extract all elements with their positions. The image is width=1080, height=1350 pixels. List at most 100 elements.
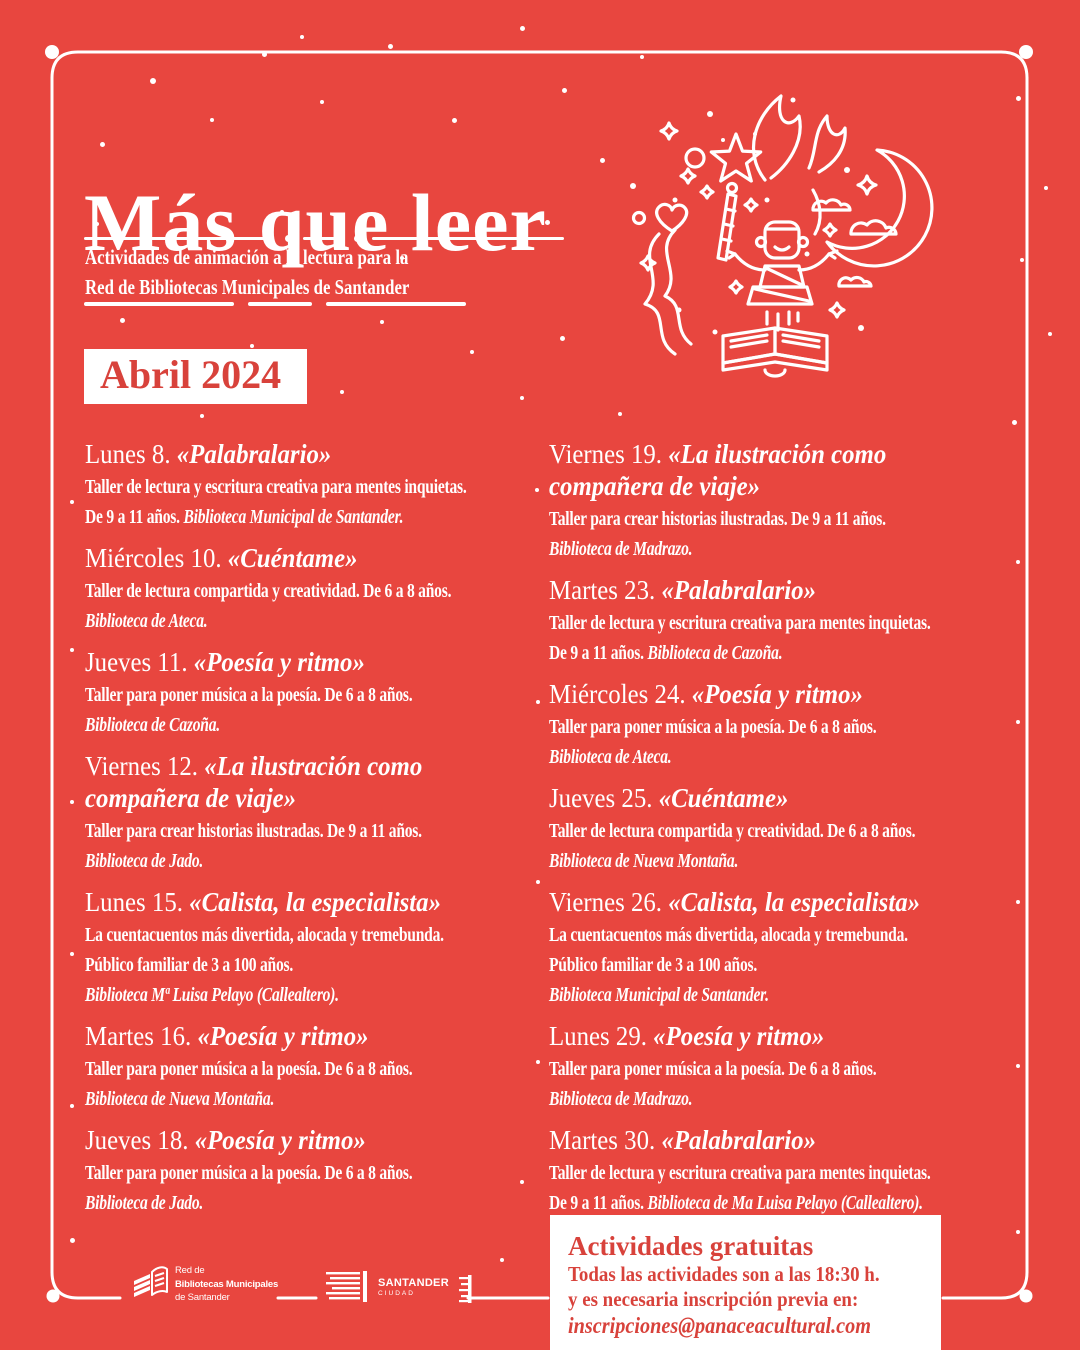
decorative-dot	[536, 1060, 540, 1064]
decorative-dot	[280, 210, 284, 214]
event-item: Martes 16. «Poesía y ritmo» Taller para p…	[85, 1020, 565, 1115]
poster-subtitle: Actividades de animación a la lectura pa…	[85, 242, 409, 302]
event-location: Biblioteca de Cazoña.	[647, 643, 783, 664]
event-title: «Calista, la especialista»	[668, 887, 921, 917]
event-day: Lunes 29.	[549, 1021, 654, 1051]
title-divider	[84, 235, 564, 242]
event-day: Viernes 26.	[549, 887, 669, 917]
decorative-dot	[1012, 420, 1017, 425]
event-location: Biblioteca de Ateca.	[85, 611, 208, 632]
decorative-dot	[70, 952, 74, 956]
decorative-dot	[545, 220, 550, 225]
event-item: Viernes 19. «La ilustración como compañer…	[549, 438, 1029, 565]
event-description-line: Taller para poner música a la poesía. De…	[549, 717, 877, 738]
event-heading: Jueves 25. «Cuéntame»	[549, 782, 991, 814]
decorative-dot	[250, 344, 254, 348]
event-heading: Martes 16. «Poesía y ritmo»	[85, 1020, 527, 1052]
event-item: Viernes 12. «La ilustración como compañer…	[85, 750, 565, 877]
decorative-dot	[400, 256, 404, 260]
event-item: Lunes 29. «Poesía y ritmo» Taller para po…	[549, 1020, 1029, 1115]
santander-flag-icon	[326, 1271, 367, 1302]
event-description-line: Taller de lectura compartida y creativid…	[85, 581, 452, 602]
event-item: Lunes 15. «Calista, la especialista» La c…	[85, 886, 565, 1011]
event-description-line: Taller de lectura y escritura creativa p…	[549, 1163, 931, 1184]
decorative-dot	[380, 320, 384, 324]
decorative-dot	[470, 350, 474, 354]
event-heading: Lunes 8. «Palabralario»	[85, 438, 527, 470]
decorative-dot	[1044, 186, 1048, 190]
event-location: Biblioteca de Nueva Montaña.	[85, 1089, 275, 1110]
decorative-dot	[1016, 900, 1020, 904]
decorative-dot	[1020, 258, 1024, 262]
info-box-title: Actividades gratuitas	[568, 1231, 814, 1261]
event-day: Viernes 19.	[549, 439, 669, 469]
santander-city-logo: SANTANDER CIUDAD	[326, 1271, 473, 1308]
decorative-dot	[420, 204, 424, 208]
decorative-dot	[452, 118, 457, 123]
event-description-line: Biblioteca de Ateca.	[85, 607, 469, 637]
decorative-dot	[1016, 96, 1021, 101]
event-description-line: Biblioteca Mª Luisa Pelayo (Callealtero)…	[85, 981, 469, 1011]
event-title: «Palabralario»	[661, 1125, 817, 1155]
event-location: Biblioteca de Ma Luisa Pelayo (Callealte…	[647, 1193, 923, 1214]
santander-bracket-icon	[458, 1275, 472, 1303]
event-location: Biblioteca Municipal de Santander.	[183, 507, 404, 528]
decorative-dot	[1016, 720, 1020, 724]
event-heading: Miércoles 10. «Cuéntame»	[85, 542, 527, 574]
decorative-dot	[1016, 1064, 1020, 1068]
decorative-dot	[95, 222, 99, 226]
event-title: «Cuéntame»	[658, 783, 789, 813]
decorative-dot	[520, 26, 525, 31]
event-description-line: Taller para poner música a la poesía. De…	[85, 685, 413, 706]
event-description-line: Biblioteca de Madrazo.	[549, 1085, 933, 1115]
decorative-dot	[262, 52, 267, 57]
decorative-dot	[1016, 1230, 1020, 1234]
decorative-dot	[120, 318, 125, 323]
decorative-dot	[70, 500, 74, 504]
event-location: Biblioteca de Madrazo.	[549, 539, 693, 560]
info-box-line: y es necesaria inscripción previa en:	[568, 1287, 859, 1311]
event-heading: Miércoles 24. «Poesía y ritmo»	[549, 678, 991, 710]
event-item: Jueves 25. «Cuéntame» Taller de lectura c…	[549, 782, 1029, 877]
event-title: «Poesía y ritmo»	[197, 1021, 369, 1051]
decorative-dot	[300, 35, 304, 39]
event-heading: Lunes 15. «Calista, la especialista»	[85, 886, 527, 918]
event-heading: Viernes 26. «Calista, la especialista»	[549, 886, 991, 918]
event-day: Martes 16.	[85, 1021, 198, 1051]
event-description-line: Biblioteca de Jado.	[85, 847, 469, 877]
event-description-line: Taller para crear historias ilustradas. …	[85, 821, 422, 842]
info-box: Actividades gratuitas Todas las activida…	[550, 1215, 941, 1350]
event-description-line: Biblioteca de Cazoña.	[85, 711, 469, 741]
santander-city-text: SANTANDER CIUDAD	[378, 1277, 449, 1298]
event-location: Biblioteca de Jado.	[85, 1193, 204, 1214]
event-description-line: Taller para poner música a la poesía. De…	[85, 1163, 413, 1184]
event-day: Jueves 25.	[549, 783, 659, 813]
event-day: Jueves 18.	[85, 1125, 195, 1155]
event-heading: Jueves 18. «Poesía y ritmo»	[85, 1124, 527, 1156]
event-heading: Viernes 19. «La ilustración como compañer…	[549, 438, 991, 502]
subtitle-line: Red de Bibliotecas Municipales de Santan…	[85, 275, 410, 299]
event-description-line: Biblioteca de Nueva Montaña.	[85, 1085, 469, 1115]
decorative-dot	[340, 390, 344, 394]
event-location: Biblioteca Mª Luisa Pelayo (Callealtero)…	[85, 985, 339, 1006]
event-description-line: Taller para poner música a la poesía. De…	[549, 1059, 877, 1080]
event-item: Jueves 11. «Poesía y ritmo» Taller para p…	[85, 646, 565, 741]
decorative-dot	[536, 880, 540, 884]
event-item: Miércoles 24. «Poesía y ritmo» Taller par…	[549, 678, 1029, 773]
decorative-dot	[150, 78, 156, 84]
subtitle-divider	[84, 302, 466, 306]
event-description-line: Biblioteca de Nueva Montaña.	[549, 847, 933, 877]
schedule-column-right: Viernes 19. «La ilustración como compañer…	[549, 438, 1029, 1228]
event-day: Miércoles 10.	[85, 543, 228, 573]
event-item: Martes 23. «Palabralario» Taller de lectu…	[549, 574, 1029, 669]
event-title: «La ilustración como	[204, 751, 423, 781]
decorative-dot	[100, 142, 105, 147]
event-description-line: Taller para crear historias ilustradas. …	[549, 509, 886, 530]
event-location: Biblioteca de Jado.	[85, 851, 204, 872]
event-heading: Lunes 29. «Poesía y ritmo»	[549, 1020, 991, 1052]
library-network-text: Red de Bibliotecas Municipales de Santan…	[175, 1265, 279, 1303]
event-item: Martes 30. «Palabralario» Taller de lectu…	[549, 1124, 1029, 1219]
subtitle-line: Actividades de animación a la lectura pa…	[85, 245, 409, 269]
